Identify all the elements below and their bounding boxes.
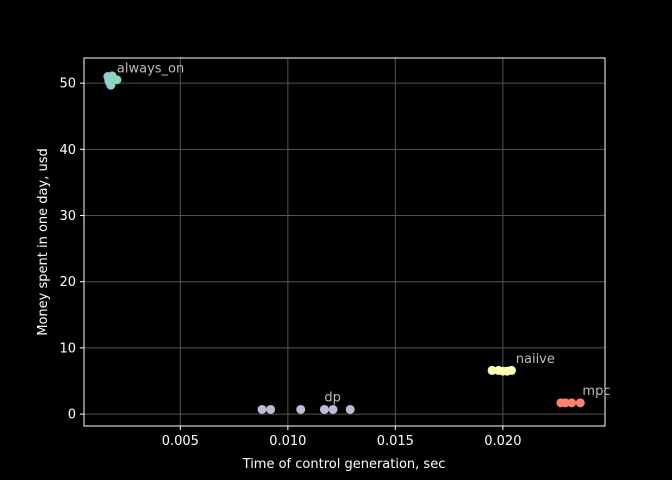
data-point-naiive	[487, 365, 497, 375]
axis-ticks: 0.005 0.010 0.015 0.020 0 10 20 30 40 50	[59, 77, 521, 449]
y-tick-label: 10	[59, 341, 76, 356]
x-tick-label: 0.020	[484, 434, 521, 449]
data-point-dp	[345, 404, 355, 414]
data-points	[103, 71, 585, 414]
data-point-always_on	[104, 76, 114, 86]
data-point-dp	[328, 404, 338, 414]
grid	[84, 58, 605, 426]
data-point-mpc	[567, 398, 577, 408]
x-tick-label: 0.015	[377, 434, 414, 449]
y-tick-label: 20	[59, 275, 76, 290]
annotation-naiive: naiive	[516, 352, 555, 367]
data-point-dp	[319, 404, 329, 414]
y-tick-label: 30	[59, 209, 76, 224]
annotation-dp: dp	[324, 391, 341, 406]
data-point-mpc	[575, 398, 585, 408]
data-point-dp	[296, 404, 306, 414]
y-tick-label: 50	[59, 77, 76, 92]
data-point-dp	[257, 404, 267, 414]
data-point-dp	[266, 404, 276, 414]
x-tick-label: 0.005	[162, 434, 199, 449]
y-tick-label: 40	[59, 143, 76, 158]
data-point-mpc	[560, 398, 570, 408]
y-axis-title: Money spent in one day, usd	[36, 148, 51, 335]
x-tick-label: 0.010	[269, 434, 306, 449]
annotation-always_on: always_on	[117, 62, 184, 77]
y-tick-label: 0	[68, 408, 76, 423]
annotation-mpc: mpc	[582, 384, 610, 399]
x-axis-title: Time of control generation, sec	[242, 457, 446, 472]
plot-frame	[83, 57, 606, 427]
data-point-naiive	[506, 365, 516, 375]
data-point-always_on	[112, 75, 122, 85]
